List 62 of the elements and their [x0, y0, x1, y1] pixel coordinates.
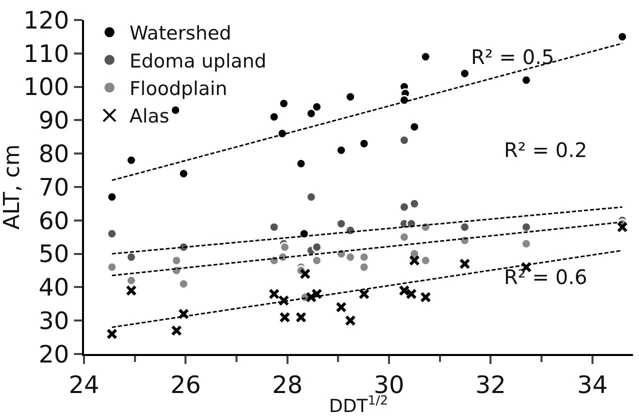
- point: [171, 325, 182, 336]
- point: [399, 202, 410, 212]
- point: [521, 222, 532, 232]
- point: [178, 278, 189, 290]
- y-tick-label: 120: [23, 6, 70, 34]
- point: [300, 268, 311, 280]
- point: [399, 232, 410, 242]
- point: [268, 288, 280, 300]
- y-tick-label: 60: [38, 206, 70, 235]
- y-tick-label: 70: [38, 173, 70, 202]
- point: [358, 262, 370, 272]
- x-tick-label: 34: [577, 370, 608, 399]
- point: [268, 222, 280, 232]
- y-tick-label: 20: [38, 340, 70, 368]
- point: [420, 292, 432, 303]
- point: [106, 262, 118, 272]
- point: [268, 112, 280, 122]
- annotation: R² = 0.6: [504, 265, 588, 289]
- point: [459, 258, 470, 270]
- point: [358, 288, 370, 300]
- legend-label: Edoma upland: [129, 50, 267, 72]
- point: [409, 122, 420, 132]
- annotation: R² = 0.2: [504, 138, 588, 162]
- point: [171, 255, 182, 266]
- point: [106, 328, 118, 340]
- point: [521, 74, 532, 86]
- annotation: R² = 0.5: [471, 45, 554, 69]
- x-tick-label: 28: [272, 370, 303, 399]
- point: [616, 222, 628, 233]
- point: [312, 242, 322, 252]
- legend-label: Alas: [129, 106, 170, 128]
- point: [358, 252, 370, 262]
- x-tick-label: 24: [68, 370, 100, 399]
- point: [178, 308, 190, 320]
- point: [420, 255, 431, 266]
- y-tick-label: 90: [38, 106, 70, 135]
- point: [279, 312, 290, 323]
- point: [344, 315, 356, 326]
- y-tick-label: 80: [38, 140, 70, 168]
- point: [278, 295, 290, 306]
- point: [312, 102, 322, 112]
- point: [178, 168, 189, 179]
- y-tick-label: 100: [23, 73, 70, 102]
- point: [358, 138, 370, 149]
- legend-label: Floodplain: [129, 78, 228, 100]
- point: [296, 312, 307, 323]
- point: [408, 254, 420, 266]
- point: [336, 302, 347, 313]
- point: [296, 158, 306, 169]
- y-tick-label: 40: [38, 274, 70, 302]
- point: [345, 92, 356, 102]
- y-tick-label: 110: [23, 40, 70, 68]
- y-tick-label: 50: [38, 240, 70, 268]
- y-axis-title: ALT, cm: [0, 144, 25, 230]
- point: [345, 252, 356, 262]
- point: [126, 285, 137, 296]
- y-tick-label: 30: [38, 307, 70, 335]
- x-tick-label: 26: [170, 370, 201, 399]
- point: [170, 104, 181, 116]
- x-tick-label: 32: [475, 370, 506, 399]
- point: [106, 192, 118, 202]
- legend-label: Watershed: [129, 22, 232, 45]
